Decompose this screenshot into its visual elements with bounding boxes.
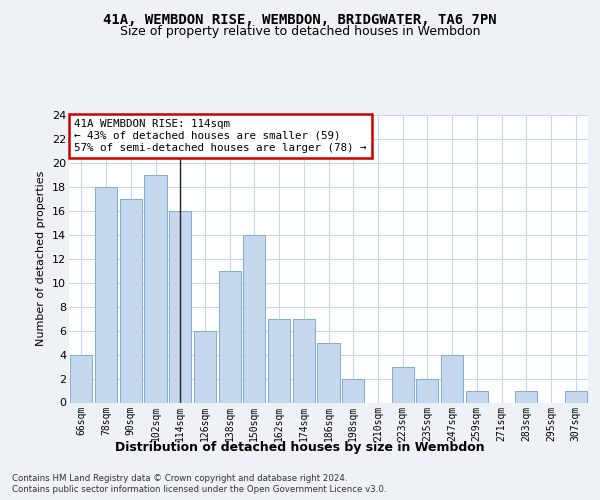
Bar [416, 378, 439, 402]
Bar [342, 378, 364, 402]
Bar [119, 199, 142, 402]
Text: Contains HM Land Registry data © Crown copyright and database right 2024.
Contai: Contains HM Land Registry data © Crown c… [12, 474, 386, 494]
Bar [268, 318, 290, 402]
Bar [293, 318, 315, 402]
Bar [145, 175, 167, 402]
Bar [466, 390, 488, 402]
Bar [95, 187, 117, 402]
Bar [441, 354, 463, 403]
Y-axis label: Number of detached properties: Number of detached properties [37, 171, 46, 346]
Bar [169, 211, 191, 402]
Bar [70, 354, 92, 403]
Text: Size of property relative to detached houses in Wembdon: Size of property relative to detached ho… [120, 25, 480, 38]
Bar [565, 390, 587, 402]
Bar [392, 366, 414, 402]
Bar [194, 330, 216, 402]
Text: 41A, WEMBDON RISE, WEMBDON, BRIDGWATER, TA6 7PN: 41A, WEMBDON RISE, WEMBDON, BRIDGWATER, … [103, 12, 497, 26]
Bar [218, 270, 241, 402]
Bar [317, 342, 340, 402]
Text: 41A WEMBDON RISE: 114sqm
← 43% of detached houses are smaller (59)
57% of semi-d: 41A WEMBDON RISE: 114sqm ← 43% of detach… [74, 120, 367, 152]
Bar [515, 390, 538, 402]
Text: Distribution of detached houses by size in Wembdon: Distribution of detached houses by size … [115, 441, 485, 454]
Bar [243, 235, 265, 402]
